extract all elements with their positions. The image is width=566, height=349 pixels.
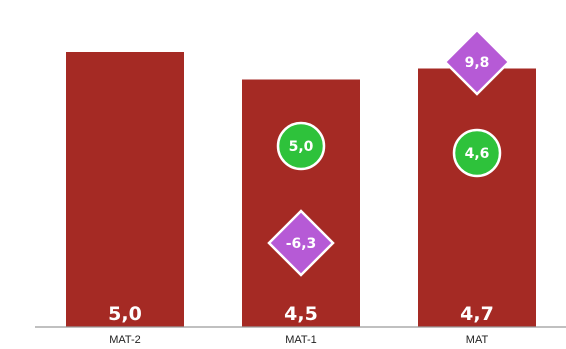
bars-group [66,52,536,327]
circle-marker-mat [452,128,502,178]
bar-value-label-mat-2: 5,0 [108,303,142,325]
bar-value-label-mat: 4,7 [460,303,494,325]
diamond-marker-label-mat: 9,8 [465,55,490,71]
category-labels: MAT-2 MAT-1 MAT [109,334,488,346]
x-tick-label-mat-2: MAT-2 [109,334,141,346]
bar-mat [418,68,536,327]
markers-group: 5,0 4,6 -6,3 9,8 [267,28,511,277]
x-tick-label-mat: MAT [466,334,489,346]
circle-marker-mat-1 [276,121,326,171]
bar-mat-2 [66,52,184,327]
circle-marker-label-mat: 4,6 [465,146,490,162]
x-tick-label-mat-1: MAT-1 [285,334,317,346]
diamond-marker-mat [443,28,511,96]
bar-value-label-mat-1: 4,5 [284,303,318,325]
diamond-marker-mat-1 [267,209,335,277]
circle-marker-label-mat-1: 5,0 [289,139,314,155]
diamond-marker-label-mat-1: -6,3 [286,236,317,252]
bar-value-labels: 5,0 4,5 4,7 [108,303,494,325]
bar-mat-1 [242,79,360,327]
